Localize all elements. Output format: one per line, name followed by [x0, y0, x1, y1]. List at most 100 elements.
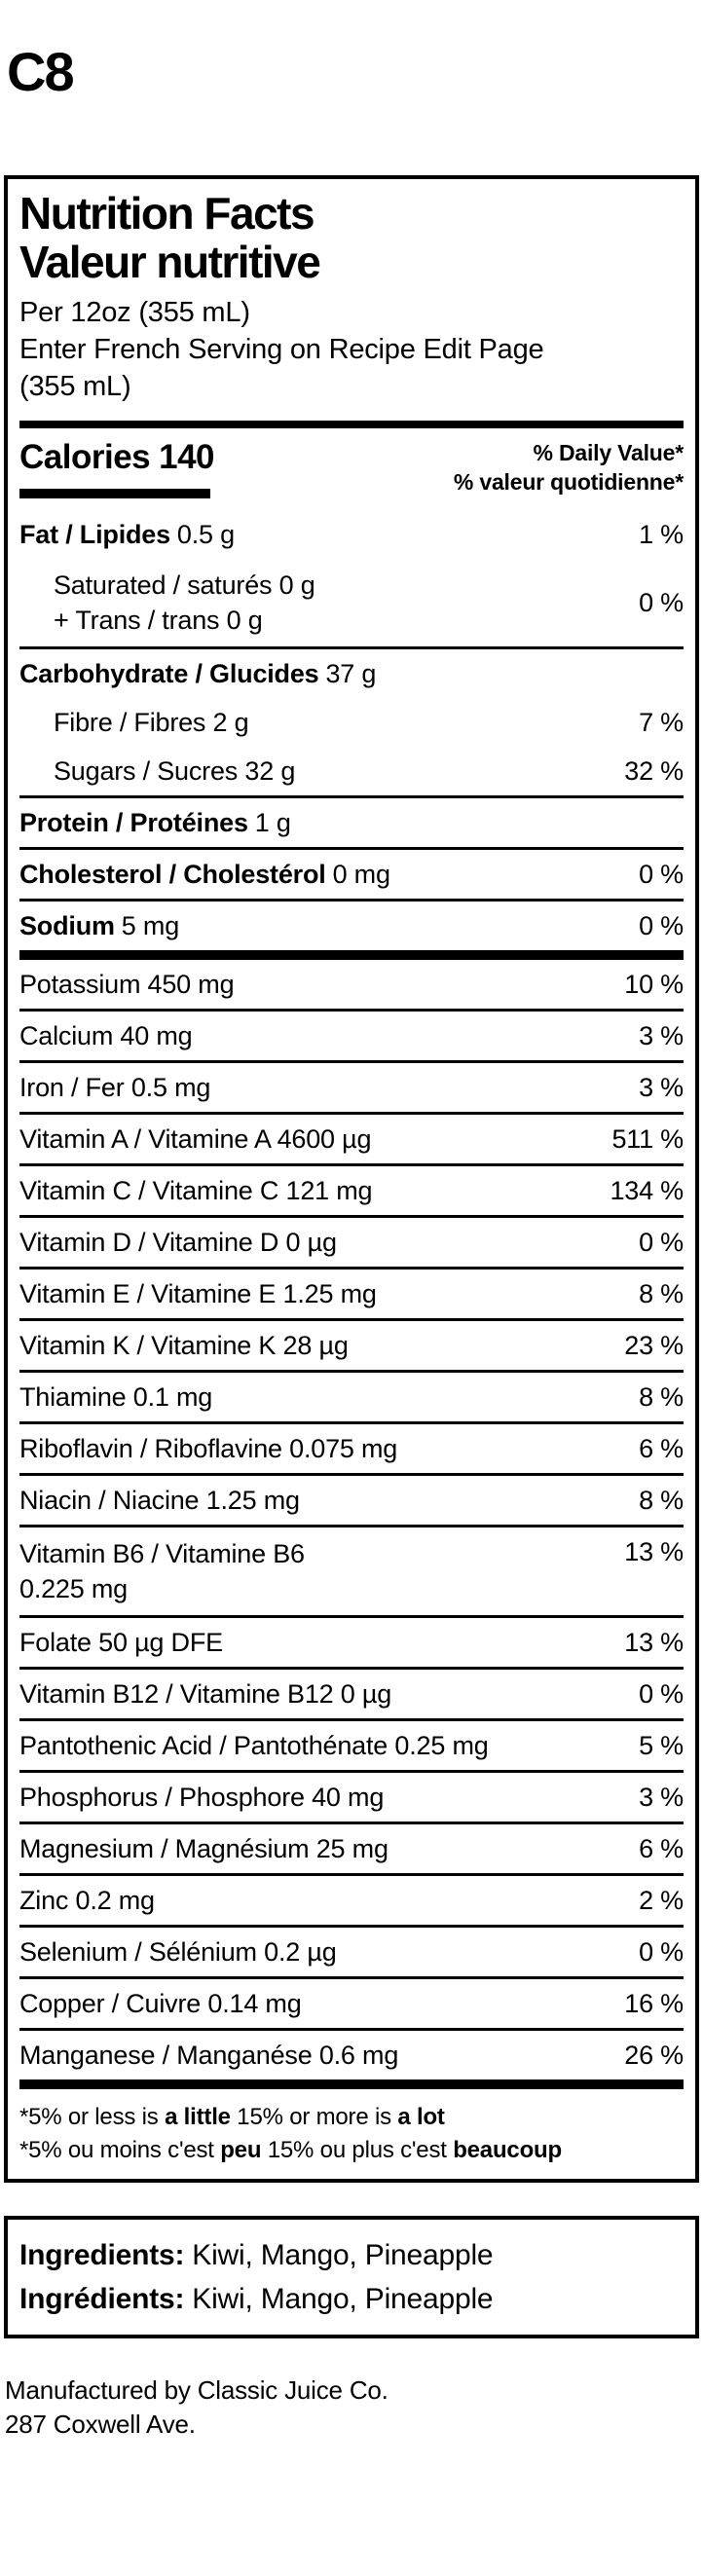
nutrient-row-saturated-trans: Saturated / saturés 0 g + Trans / trans … — [19, 559, 684, 646]
manganese-dv: 26 % — [624, 2041, 684, 2070]
calories-underline — [19, 489, 210, 498]
nutrient-row-zinc: Zinc 0.2 mg 2 % — [19, 1873, 684, 1925]
manganese-label: Manganese / Manganése 0.6 mg — [19, 2041, 399, 2070]
pantothenic-acid-dv: 5 % — [639, 1731, 684, 1760]
manufacturer-line2: 287 Coxwell Ave. — [5, 2410, 196, 2439]
ingredients-line-fr: Ingrédients: Kiwi, Mango, Pineapple — [19, 2277, 684, 2321]
folate-label: Folate 50 µg DFE — [19, 1628, 223, 1657]
calories-row: Calories 140 — [19, 438, 215, 477]
nutrient-row-protein: Protein / Protéines 1 g — [19, 795, 684, 847]
carb-label: Carbohydrate / Glucides — [19, 659, 319, 688]
protein-label: Protein / Protéines — [19, 808, 248, 837]
nutrient-row-vitamin-b12: Vitamin B12 / Vitamine B12 0 µg 0 % — [19, 1667, 684, 1718]
fat-amount: 0.5 g — [176, 520, 235, 549]
calories-block: Calories 140 — [19, 438, 215, 498]
nutrient-row-folate: Folate 50 µg DFE 13 % — [19, 1615, 684, 1667]
niacin-dv: 8 % — [639, 1486, 684, 1515]
zinc-dv: 2 % — [639, 1886, 684, 1915]
sodium-dv: 0 % — [639, 911, 684, 940]
potassium-dv: 10 % — [624, 970, 684, 999]
nutrition-facts-panel: Nutrition Facts Valeur nutritive Per 12o… — [4, 175, 699, 2183]
vitamin-b12-dv: 0 % — [639, 1679, 684, 1709]
vitamin-b12-label: Vitamin B12 / Vitamine B12 0 µg — [19, 1679, 392, 1709]
dv-header-en: % Daily Value* — [533, 440, 684, 465]
fibre-label: Fibre / Fibres 2 g — [54, 708, 249, 737]
vitamin-b6-label: Vitamin B6 / Vitamine B6 — [19, 1539, 305, 1568]
nutrient-row-fibre: Fibre / Fibres 2 g 7 % — [19, 698, 684, 747]
sugars-label: Sugars / Sucres 32 g — [54, 756, 296, 786]
selenium-dv: 0 % — [639, 1937, 684, 1967]
pantothenic-acid-label: Pantothenic Acid / Pantothénate 0.25 mg — [19, 1731, 489, 1760]
trans-line: + Trans / trans 0 g — [54, 606, 263, 635]
nutrient-row-carbohydrate: Carbohydrate / Glucides 37 g — [19, 646, 684, 698]
nutrient-row-manganese: Manganese / Manganése 0.6 mg 26 % — [19, 2028, 684, 2079]
ingredients-line-en: Ingredients: Kiwi, Mango, Pineapple — [19, 2233, 684, 2277]
zinc-label: Zinc 0.2 mg — [19, 1886, 155, 1915]
riboflavin-label: Riboflavin / Riboflavine 0.075 mg — [19, 1434, 398, 1463]
calories-label: Calories — [19, 438, 151, 476]
ingredients-label-en: Ingredients: — [19, 2239, 185, 2271]
page: C8 Nutrition Facts Valeur nutritive Per … — [0, 45, 703, 2442]
nutrient-row-vitamin-c: Vitamin C / Vitamine C 121 mg 134 % — [19, 1163, 684, 1215]
nutrient-row-vitamin-d: Vitamin D / Vitamine D 0 µg 0 % — [19, 1215, 684, 1267]
nutrient-row-fat: Fat / Lipides 0.5 g 1 % — [19, 510, 684, 559]
nutrient-row-sugars: Sugars / Sucres 32 g 32 % — [19, 747, 684, 795]
magnesium-label: Magnesium / Magnésium 25 mg — [19, 1834, 388, 1863]
nutrient-row-sodium: Sodium 5 mg 0 % — [19, 899, 684, 950]
nutrient-row-vitamin-a: Vitamin A / Vitamine A 4600 µg 511 % — [19, 1112, 684, 1163]
vitamin-d-label: Vitamin D / Vitamine D 0 µg — [19, 1228, 337, 1257]
ingredients-label-fr: Ingrédients: — [19, 2283, 185, 2315]
vitamin-a-dv: 511 % — [611, 1124, 684, 1154]
copper-label: Copper / Cuivre 0.14 mg — [19, 1989, 302, 2018]
potassium-label: Potassium 450 mg — [19, 970, 235, 999]
phosphorus-dv: 3 % — [639, 1783, 684, 1812]
nutrient-row-copper: Copper / Cuivre 0.14 mg 16 % — [19, 1976, 684, 2028]
footnote-fr: *5% ou moins c'est peu 15% ou plus c'est… — [19, 2137, 562, 2163]
fibre-dv: 7 % — [639, 708, 684, 737]
vitamin-b6-dv: 13 % — [624, 1537, 684, 1566]
serving-size-fr-line1: Enter French Serving on Recipe Edit Page — [19, 334, 544, 365]
nutrient-row-cholesterol: Cholesterol / Cholestérol 0 mg 0 % — [19, 847, 684, 899]
daily-value-footnotes: *5% or less is a little 15% or more is a… — [19, 2101, 684, 2179]
thiamine-label: Thiamine 0.1 mg — [19, 1382, 213, 1412]
nutrient-row-vitamin-e: Vitamin E / Vitamine E 1.25 mg 8 % — [19, 1267, 684, 1318]
calories-value: 140 — [159, 438, 215, 476]
footnote-en: *5% or less is a little 15% or more is a… — [19, 2104, 445, 2130]
cholesterol-label: Cholesterol / Cholestérol — [19, 860, 326, 889]
calories-section: Calories 140 % Daily Value* % valeur quot… — [19, 438, 684, 510]
cholesterol-dv: 0 % — [639, 860, 684, 889]
selenium-label: Selenium / Sélénium 0.2 µg — [19, 1937, 337, 1967]
fat-dv: 1 % — [639, 520, 684, 549]
nutrient-row-vitamin-b6: Vitamin B6 / Vitamine B6 0.225 mg 13 % — [19, 1525, 684, 1615]
iron-dv: 3 % — [639, 1073, 684, 1102]
vitamin-b6-amount: 0.225 mg — [19, 1574, 128, 1603]
vitamin-e-dv: 8 % — [639, 1279, 684, 1308]
nutrient-row-pantothenic-acid: Pantothenic Acid / Pantothénate 0.25 mg … — [19, 1718, 684, 1770]
ingredients-panel: Ingredients: Kiwi, Mango, Pineapple Ingré… — [4, 2216, 699, 2338]
sodium-label: Sodium — [19, 911, 115, 940]
protein-amount: 1 g — [254, 808, 291, 837]
nft-title-en: Nutrition Facts — [19, 188, 315, 239]
calcium-label: Calcium 40 mg — [19, 1021, 193, 1050]
saturated-line: Saturated / saturés 0 g — [54, 570, 315, 600]
manufacturer-info: Manufactured by Classic Juice Co. 287 Co… — [5, 2374, 703, 2442]
carb-amount: 37 g — [325, 659, 377, 688]
nutrient-row-selenium: Selenium / Sélénium 0.2 µg 0 % — [19, 1925, 684, 1976]
niacin-label: Niacin / Niacine 1.25 mg — [19, 1486, 300, 1515]
nutrient-row-riboflavin: Riboflavin / Riboflavine 0.075 mg 6 % — [19, 1421, 684, 1473]
divider-heavy-mid — [19, 950, 684, 960]
ingredients-value-en: Kiwi, Mango, Pineapple — [192, 2239, 494, 2271]
vitamin-a-label: Vitamin A / Vitamine A 4600 µg — [19, 1124, 372, 1154]
manufacturer-line1: Manufactured by Classic Juice Co. — [5, 2375, 388, 2405]
saturated-trans-dv: 0 % — [639, 588, 684, 617]
folate-dv: 13 % — [624, 1628, 684, 1657]
nutrient-row-potassium: Potassium 450 mg 10 % — [19, 960, 684, 1009]
vitamin-c-label: Vitamin C / Vitamine C 121 mg — [19, 1176, 373, 1205]
divider-heavy-top — [19, 421, 684, 428]
phosphorus-label: Phosphorus / Phosphore 40 mg — [19, 1783, 385, 1812]
copper-dv: 16 % — [624, 1989, 684, 2018]
sodium-amount: 5 mg — [121, 911, 180, 940]
ingredients-value-fr: Kiwi, Mango, Pineapple — [192, 2283, 494, 2315]
nft-title-fr: Valeur nutritive — [19, 237, 321, 287]
nutrient-row-magnesium: Magnesium / Magnésium 25 mg 6 % — [19, 1822, 684, 1873]
